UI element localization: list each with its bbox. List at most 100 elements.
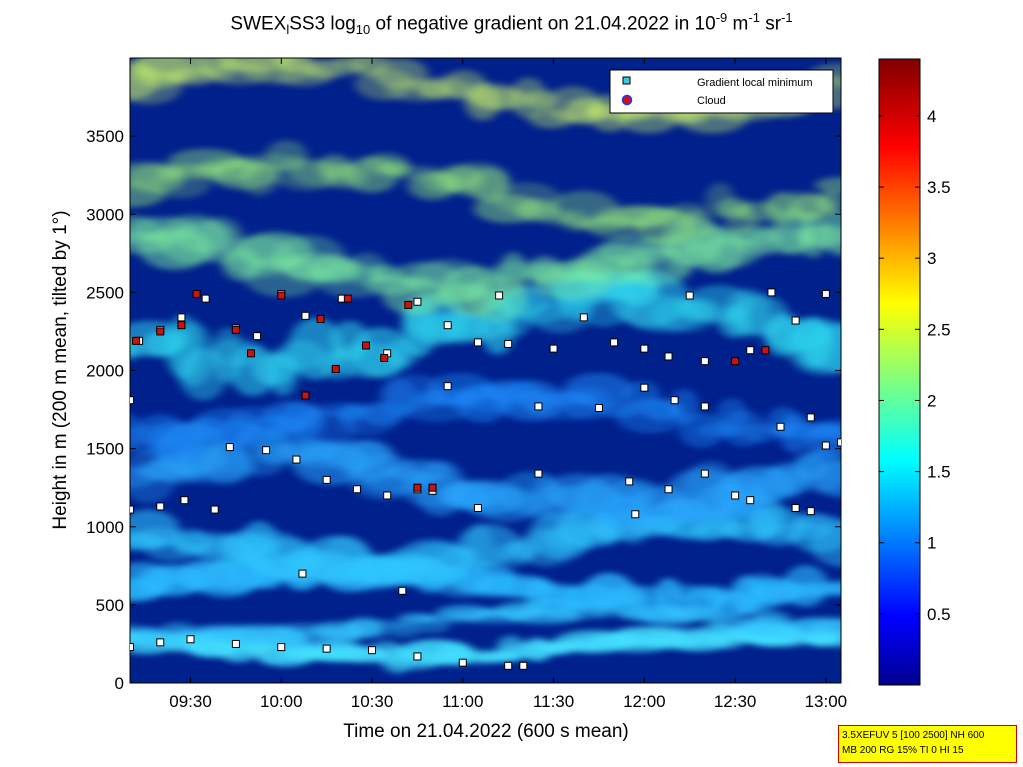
gradient-minimum-marker [670, 396, 679, 405]
heatmap-cell [814, 459, 841, 498]
legend-cloud-label: Cloud [697, 95, 726, 107]
cloud-marker [247, 349, 256, 358]
y-tick-label: 3000 [86, 205, 124, 224]
cloud-marker [428, 483, 437, 492]
colorbar-tick-label: 4 [927, 107, 936, 126]
heatmap-cell [815, 176, 841, 194]
heatmap-cell [810, 618, 841, 637]
colorbar-tick-label: 2.5 [927, 320, 951, 339]
colorbar: 0.5 1 1.5 2 2.5 3 3.5 4 [878, 58, 951, 686]
title-exp1: -9 [715, 10, 728, 25]
heatmap-texture [130, 58, 841, 674]
cloud-marker [343, 294, 352, 303]
gradient-minimum-marker [130, 643, 134, 652]
legend-gradient-label: Gradient local minimum [697, 77, 813, 89]
gradient-minimum-marker [186, 635, 195, 644]
info-line-1: 3.5XEFUV 5 [100 2500] NH 600 [842, 730, 985, 741]
title-exp2: -1 [748, 10, 760, 25]
gradient-minimum-marker [298, 569, 307, 578]
title-main: SS3 log [289, 13, 356, 35]
gradient-minimum-marker [806, 507, 815, 516]
parameter-info-box: 3.5XEFUV 5 [100 2500] NH 600 MB 200 RG 1… [838, 725, 1017, 763]
title-unit2: sr [759, 13, 782, 35]
gradient-minimum-marker [731, 491, 740, 500]
x-tick-label: 09:30 [169, 692, 212, 711]
gradient-minimum-marker [746, 496, 755, 505]
cloud-marker [177, 321, 186, 330]
gradient-minimum-marker [413, 652, 422, 661]
gradient-minimum-marker [837, 438, 841, 447]
gradient-minimum-marker [383, 491, 392, 500]
gradient-minimum-marker [664, 485, 673, 494]
colorbar-ticks: 0.5 1 1.5 2 2.5 3 3.5 4 [879, 107, 951, 624]
gradient-minimum-marker [534, 469, 543, 478]
cloud-marker [156, 327, 165, 336]
heatmap-cell [563, 372, 633, 407]
y-tick-label: 3500 [86, 127, 124, 146]
cloud-marker [761, 346, 770, 355]
legend-gradient-marker [622, 76, 631, 85]
title-unit1: m [727, 13, 749, 35]
gradient-minimum-marker [821, 289, 830, 298]
colorbar-tick-label: 2 [927, 391, 936, 410]
x-tick-label: 10:00 [260, 692, 303, 711]
markers-layer [130, 288, 841, 670]
gradient-minimum-marker [322, 475, 331, 484]
cloud-marker [316, 314, 325, 323]
gradient-minimum-marker [700, 357, 709, 366]
heatmap-field [130, 58, 841, 683]
gradient-minimum-marker [253, 332, 262, 341]
cloud-marker [380, 354, 389, 362]
x-tick-label: 11:30 [533, 692, 574, 711]
gradient-minimum-marker [473, 338, 482, 347]
gradient-minimum-marker [231, 639, 240, 648]
cloud-marker [331, 364, 340, 373]
gradient-minimum-marker [664, 352, 673, 361]
gradient-minimum-marker [322, 644, 331, 653]
gradient-minimum-marker [685, 291, 694, 300]
cloud-marker [404, 300, 413, 309]
legend: Gradient local minimum Cloud [609, 69, 834, 114]
cloud-marker [192, 289, 201, 298]
gradient-minimum-marker [700, 402, 709, 411]
gradient-minimum-marker [443, 321, 452, 330]
y-tick-label: 2000 [86, 362, 124, 381]
colorbar-tick-label: 0.5 [927, 605, 951, 624]
x-tick-label: 10:30 [351, 692, 394, 711]
gradient-minimum-marker [534, 402, 543, 411]
y-tick-label: 0 [115, 674, 124, 693]
gradient-minimum-marker [262, 446, 271, 455]
y-tick-label: 1500 [86, 440, 124, 459]
gradient-minimum-marker [776, 422, 785, 431]
gradient-minimum-marker [791, 504, 800, 512]
axes-layer: 09:30 10:00 10:30 11:00 11:30 12:00 12:30 13:00… [86, 58, 847, 711]
gradient-minimum-marker [549, 344, 558, 353]
colorbar-tick-label: 3 [927, 249, 936, 268]
heatmap-cell [821, 211, 841, 256]
cloud-marker [231, 325, 240, 334]
gradient-minimum-marker [767, 288, 776, 297]
gradient-minimum-marker [631, 510, 640, 519]
x-tick-label: 13:00 [805, 692, 848, 711]
gradient-minimum-marker [398, 586, 407, 595]
gradient-minimum-marker [519, 661, 528, 670]
gradient-minimum-marker [177, 313, 186, 322]
y-tick-label: 500 [96, 596, 124, 615]
gradient-minimum-marker [700, 469, 709, 478]
gradient-minimum-marker [352, 485, 361, 494]
gradient-minimum-marker [640, 383, 649, 392]
heatmap-cell [808, 419, 841, 443]
gradient-minimum-marker [579, 313, 588, 322]
x-tick-label: 11:00 [442, 692, 483, 711]
gradient-minimum-marker [625, 477, 634, 486]
colorbar-tick-label: 3.5 [927, 178, 951, 197]
y-axis-label: Height in m (200 m mean, tilted by 1°) [50, 210, 71, 529]
cloud-marker [277, 291, 286, 300]
gradient-minimum-marker [130, 505, 134, 514]
gradient-minimum-marker [368, 646, 377, 655]
cloud-marker [301, 391, 310, 400]
gradient-minimum-marker [277, 643, 286, 652]
x-tick-label: 12:00 [623, 692, 666, 711]
info-line-2: MB 200 RG 15% TI 0 HI 15 [842, 745, 964, 756]
